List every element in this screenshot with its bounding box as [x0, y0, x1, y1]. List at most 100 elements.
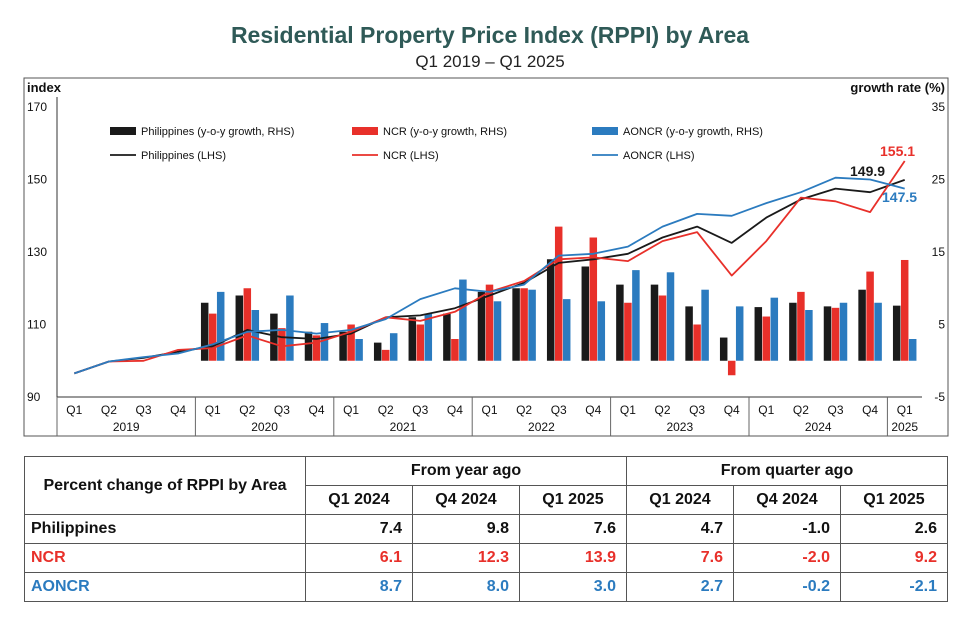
table-cell: 7.6 [626, 543, 734, 573]
annotation-ncr: 155.1 [880, 143, 915, 159]
x-quarter-label: Q3 [135, 403, 151, 417]
x-quarter-label: Q3 [827, 403, 843, 417]
bar-philippines [616, 284, 624, 361]
bar-aoncr [666, 272, 675, 361]
bar-ncr [347, 324, 355, 361]
x-quarter-label: Q1 [205, 403, 221, 417]
left-tick-label: 110 [27, 318, 46, 332]
table-row-philippines: Philippines 7.4 9.8 7.6 4.7 -1.0 2.6 [24, 514, 948, 544]
bar-philippines [650, 284, 659, 361]
x-quarter-label: Q2 [101, 403, 117, 417]
bar-ncr [727, 360, 736, 376]
right-tick-label: 35 [932, 100, 946, 114]
bar-aoncr [459, 279, 467, 361]
bar-philippines [512, 288, 520, 361]
bar-aoncr [320, 323, 329, 361]
table-cell: 2.6 [840, 514, 948, 544]
x-quarter-label: Q2 [793, 403, 809, 417]
table-cell: 6.1 [305, 543, 413, 573]
annotation-aoncr: 147.5 [882, 189, 917, 205]
x-quarter-label: Q2 [516, 403, 532, 417]
column-header: Q1 2025 [519, 485, 627, 515]
bar-philippines [235, 295, 244, 361]
bar-philippines [339, 331, 347, 361]
bar-aoncr [286, 295, 294, 361]
legend-label: AONCR (y-o-y growth, RHS) [623, 126, 763, 138]
bar-aoncr [597, 301, 606, 361]
table-cell: 2.7 [626, 572, 734, 602]
right-tick-label: 15 [932, 245, 946, 259]
bar-ncr [831, 307, 840, 361]
legend-label: Philippines (y-o-y growth, RHS) [141, 126, 294, 138]
right-tick-label: 25 [932, 173, 946, 187]
bar-philippines [443, 313, 451, 361]
bar-ncr [693, 324, 701, 361]
bar-ncr [485, 284, 494, 361]
x-quarter-label: Q1 [66, 403, 82, 417]
x-quarter-label: Q4 [447, 403, 463, 417]
bar-philippines [581, 266, 590, 361]
rppi-change-table: Percent change of RPPI by Area From year… [24, 456, 948, 602]
bar-philippines [685, 306, 693, 361]
table-cell: -1.0 [733, 514, 841, 544]
bar-philippines [270, 313, 278, 361]
table-cell: -0.2 [733, 572, 841, 602]
bar-philippines [408, 317, 417, 361]
right-tick-label: -5 [934, 390, 945, 404]
table-cell: 13.9 [519, 543, 627, 573]
left-axis-title: index [27, 80, 62, 95]
x-year-label: 2020 [251, 420, 278, 434]
bar-ncr [208, 313, 217, 361]
x-quarter-label: Q2 [239, 403, 255, 417]
x-quarter-label: Q3 [274, 403, 290, 417]
bar-aoncr [839, 302, 848, 361]
chart-subtitle: Q1 2019 – Q1 2025 [415, 52, 565, 71]
legend-swatch-bar [592, 127, 618, 135]
bar-philippines [373, 342, 382, 361]
table-cell: 7.6 [519, 514, 627, 544]
bar-aoncr [251, 310, 260, 361]
column-header: Q1 2025 [840, 485, 948, 515]
left-tick-label: 130 [27, 245, 47, 259]
table-cell: 8.7 [305, 572, 413, 602]
bar-ncr [797, 291, 805, 361]
bar-ncr [416, 324, 425, 361]
table-header-label: Percent change of RPPI by Area [24, 456, 306, 515]
group-header-yoy: From year ago [305, 456, 627, 486]
table-cell: 8.0 [412, 572, 520, 602]
table-cell: 3.0 [519, 572, 627, 602]
x-quarter-label: Q1 [897, 403, 913, 417]
bar-ncr [658, 295, 667, 361]
bar-philippines [858, 289, 866, 361]
bar-aoncr [770, 297, 779, 361]
legend-label: AONCR (LHS) [623, 150, 695, 162]
bar-aoncr [632, 270, 640, 361]
bar-ncr [243, 288, 252, 361]
legend-swatch-bar [352, 127, 378, 135]
line-aoncr [74, 176, 905, 375]
legend-swatch-bar [110, 127, 136, 135]
bar-aoncr [701, 289, 709, 361]
x-quarter-label: Q4 [724, 403, 740, 417]
bar-aoncr [735, 306, 744, 361]
x-quarter-label: Q3 [689, 403, 705, 417]
table-row-ncr: NCR 6.1 12.3 13.9 7.6 -2.0 9.2 [24, 543, 948, 573]
rppi-chart: index growth rate (%) 170 150 130 110 90 35 25 15… [23, 77, 949, 437]
x-quarter-label: Q1 [343, 403, 359, 417]
chart-title: Residential Property Price Index (RPPI) … [230, 22, 750, 48]
bar-aoncr [355, 339, 363, 361]
bar-aoncr [493, 301, 502, 361]
table-cell: 9.8 [412, 514, 520, 544]
x-year-label: 2022 [528, 420, 555, 434]
bar-ncr [451, 339, 459, 361]
x-quarter-label: Q1 [758, 403, 774, 417]
bar-ncr [900, 259, 909, 361]
bar-philippines [892, 305, 901, 361]
x-quarter-label: Q4 [862, 403, 878, 417]
x-year-label: 2019 [113, 420, 140, 434]
bar-aoncr [389, 333, 398, 361]
bar-ncr [762, 316, 771, 361]
annotation-philippines: 149.9 [850, 163, 885, 179]
column-header: Q1 2024 [626, 485, 734, 515]
x-year-label: 2021 [390, 420, 417, 434]
